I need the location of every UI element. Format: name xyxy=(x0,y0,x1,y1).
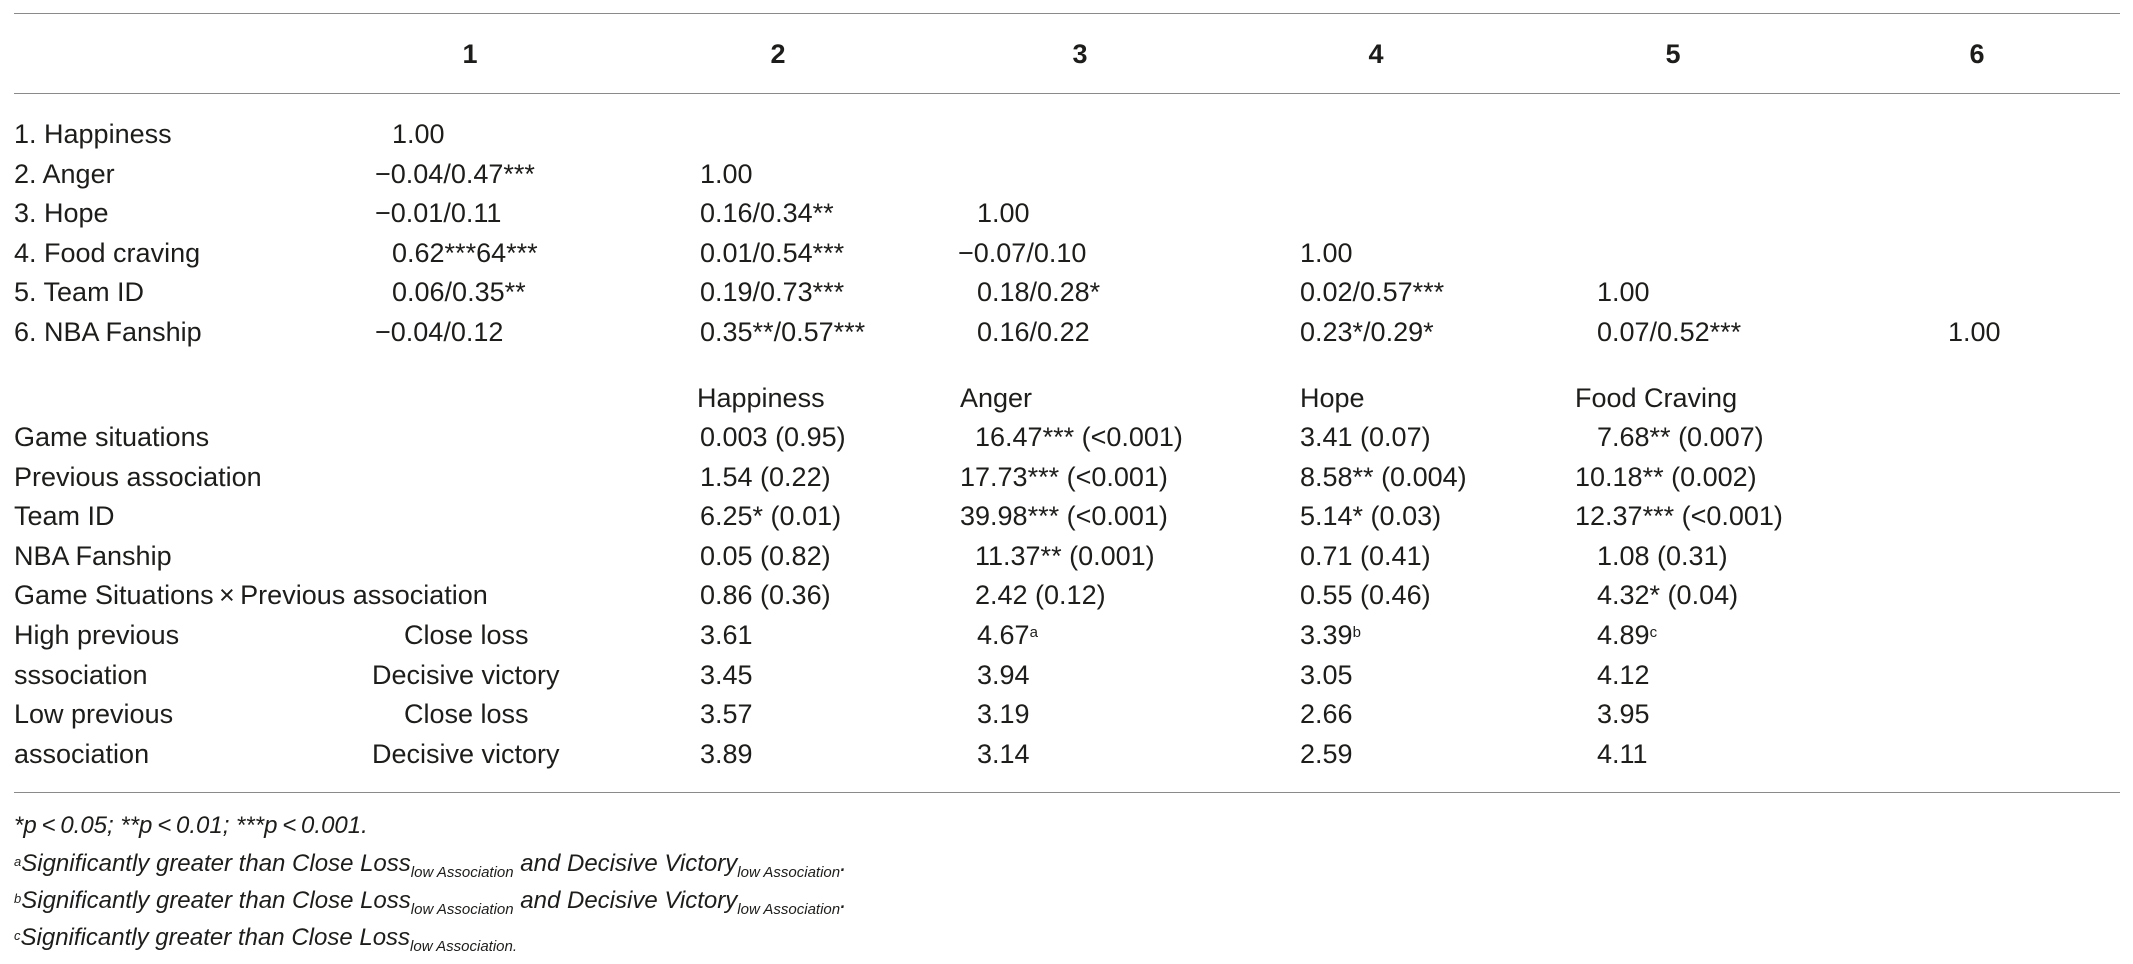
anova-cell: 0.71 (0.41) xyxy=(1300,540,1431,571)
anova-cell: 1.54 (0.22) xyxy=(700,461,831,492)
group-label: High previous xyxy=(14,620,180,650)
correlation-cell: −0.07/0.10 xyxy=(958,237,1087,268)
mean-cell: 4.89c xyxy=(1597,620,1658,650)
mean-cell: 3.57 xyxy=(700,699,753,729)
column-header: 1 xyxy=(462,39,478,69)
anova-header: Happiness xyxy=(697,383,825,413)
mean-cell: 4.67a xyxy=(977,620,1038,650)
anova-cell: 6.25* (0.01) xyxy=(700,501,842,531)
mean-cell: 3.05 xyxy=(1300,659,1353,690)
anova-row-label: Team ID xyxy=(14,501,115,531)
correlation-cell: 1.00 xyxy=(392,119,445,149)
footnote: cSignificantly greater than Close Losslo… xyxy=(14,924,518,955)
footnote: aSignificantly greater than Close Losslo… xyxy=(14,850,847,881)
row-label: 3. Hope xyxy=(14,198,109,228)
anova-cell: 17.73*** (<0.001) xyxy=(960,461,1168,492)
row-label: 5. Team ID xyxy=(14,277,145,307)
anova-header: Anger xyxy=(960,383,1033,413)
row-label: 6. NBA Fanship xyxy=(14,316,202,347)
footnote-mark: b xyxy=(1352,624,1361,641)
anova-cell: 39.98*** (<0.001) xyxy=(960,501,1168,531)
correlation-cell: 1.00 xyxy=(1597,277,1650,307)
mean-cell: 4.12 xyxy=(1597,659,1650,690)
correlation-cell: 0.07/0.52*** xyxy=(1597,316,1742,347)
anova-cell: 8.58** (0.004) xyxy=(1300,461,1467,492)
column-header: 5 xyxy=(1665,39,1681,69)
correlation-cell: 1.00 xyxy=(1300,237,1353,268)
column-header: 2 xyxy=(770,39,786,69)
anova-row-label: Previous association xyxy=(14,461,262,492)
bottom-rule xyxy=(14,792,2120,793)
mean-cell: 3.14 xyxy=(977,738,1030,769)
correlation-cell: 0.19/0.73*** xyxy=(700,277,845,307)
footnote: bSignificantly greater than Close Losslo… xyxy=(14,887,847,918)
mean-cell: 3.45 xyxy=(700,659,753,690)
mean-cell: 3.94 xyxy=(977,659,1030,690)
anova-cell: 0.86 (0.36) xyxy=(700,580,831,610)
anova-cell: 5.14* (0.03) xyxy=(1300,501,1442,531)
condition-label: Close loss xyxy=(404,699,529,729)
anova-header: Hope xyxy=(1300,383,1365,413)
significance-note: *p < 0.05; **p < 0.01; ***p < 0.001. xyxy=(14,812,368,839)
correlation-cell: 0.16/0.22 xyxy=(977,316,1090,347)
row-label: 1. Happiness xyxy=(14,119,172,149)
condition-label: Decisive victory xyxy=(372,659,560,690)
correlation-cell: −0.01/0.11 xyxy=(375,198,502,228)
anova-cell: 3.41 (0.07) xyxy=(1300,422,1431,452)
anova-cell: 7.68** (0.007) xyxy=(1597,422,1764,452)
mean-cell: 2.66 xyxy=(1300,699,1353,729)
correlation-cell: 1.00 xyxy=(1948,316,2001,347)
anova-cell: 12.37*** (<0.001) xyxy=(1575,501,1783,531)
anova-cell: 0.003 (0.95) xyxy=(700,422,846,452)
correlation-cell: 0.02/0.57*** xyxy=(1300,277,1445,307)
correlation-cell: 1.00 xyxy=(977,198,1030,228)
anova-row-label: Game situations xyxy=(14,422,210,452)
correlation-cell: 0.16/0.34** xyxy=(700,198,834,228)
column-header: 6 xyxy=(1969,39,1985,69)
column-header: 3 xyxy=(1072,39,1088,69)
correlation-cell: 0.06/0.35** xyxy=(392,277,526,307)
footnote-mark: a xyxy=(1029,624,1038,641)
anova-cell: 10.18** (0.002) xyxy=(1575,461,1757,492)
anova-cell: 2.42 (0.12) xyxy=(975,580,1106,610)
anova-cell: 0.55 (0.46) xyxy=(1300,580,1431,610)
mean-cell: 4.11 xyxy=(1597,738,1648,769)
header-rule xyxy=(14,93,2120,94)
row-label: 2. Anger xyxy=(14,158,115,189)
condition-label: Close loss xyxy=(404,620,529,650)
group-label: association xyxy=(14,738,150,769)
mean-cell: 2.59 xyxy=(1300,738,1353,769)
correlation-cell: 0.35**/0.57*** xyxy=(700,316,866,347)
anova-row-label: NBA Fanship xyxy=(14,540,172,571)
correlation-cell: 0.62***64*** xyxy=(392,237,538,268)
correlation-cell: −0.04/0.47*** xyxy=(375,158,535,189)
group-label: sssociation xyxy=(14,659,148,690)
anova-cell: 16.47*** (<0.001) xyxy=(975,422,1183,452)
anova-cell: 1.08 (0.31) xyxy=(1597,540,1728,571)
group-label: Low previous xyxy=(14,699,174,729)
anova-cell: 11.37** (0.001) xyxy=(975,540,1155,571)
anova-cell: 4.32* (0.04) xyxy=(1597,580,1739,610)
anova-cell: 0.05 (0.82) xyxy=(700,540,831,571)
condition-label: Decisive victory xyxy=(372,738,560,769)
correlation-cell: 0.18/0.28* xyxy=(977,277,1101,307)
mean-cell: 3.95 xyxy=(1597,699,1650,729)
correlation-cell: 0.01/0.54*** xyxy=(700,237,845,268)
correlation-cell: 0.23*/0.29* xyxy=(1300,316,1434,347)
correlation-cell: 1.00 xyxy=(700,158,753,189)
mean-cell: 3.19 xyxy=(977,699,1030,729)
footnote-mark: c xyxy=(1649,624,1658,641)
row-label: 4. Food craving xyxy=(14,237,201,268)
anova-header: Food Craving xyxy=(1575,383,1738,413)
mean-cell: 3.61 xyxy=(700,620,753,650)
top-rule xyxy=(14,13,2120,14)
anova-row-label: Game Situations × Previous association xyxy=(14,580,488,610)
mean-cell: 3.39b xyxy=(1300,620,1361,650)
mean-cell: 3.89 xyxy=(700,738,753,769)
correlation-cell: −0.04/0.12 xyxy=(375,316,504,347)
column-header: 4 xyxy=(1368,39,1384,69)
